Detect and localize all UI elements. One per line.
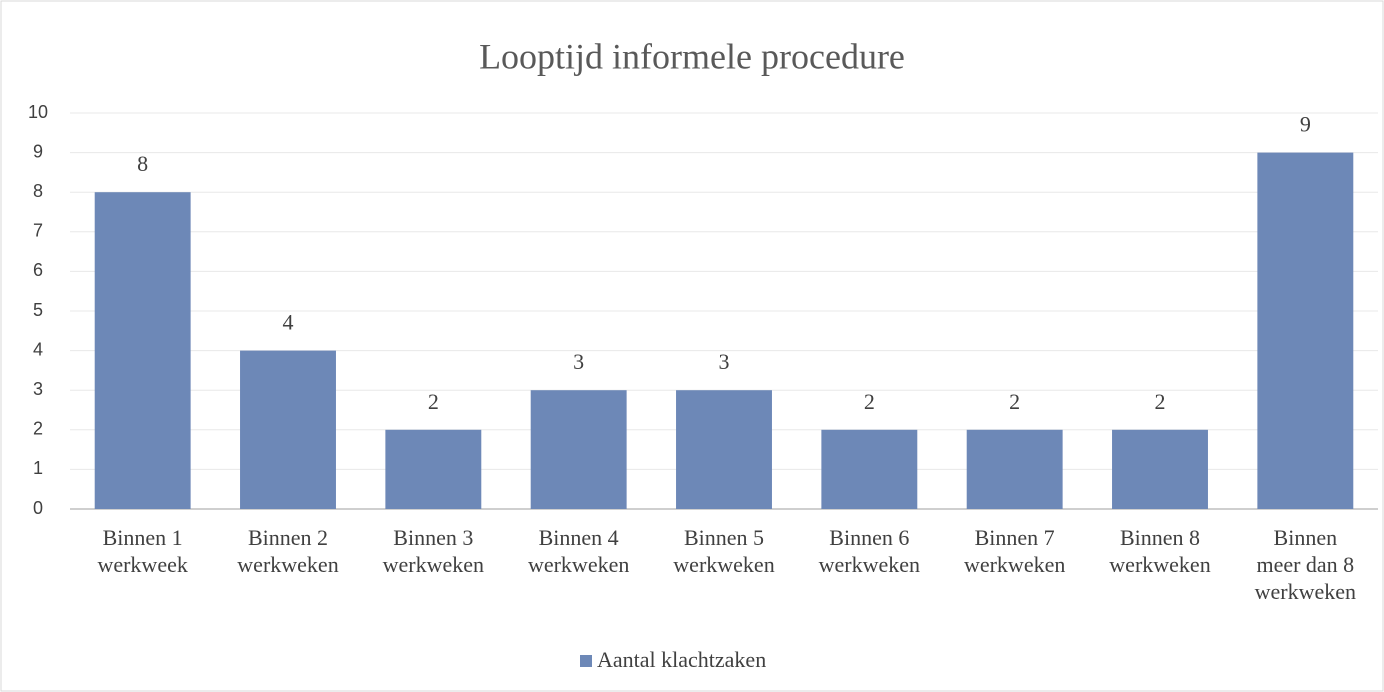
bar bbox=[1257, 152, 1354, 509]
y-tick-label: 0 bbox=[33, 498, 43, 518]
x-tick-line: werkweken bbox=[673, 552, 774, 577]
x-tick-line: werkweken bbox=[1255, 579, 1356, 604]
x-tick-label: Binnen 1 werkweek bbox=[97, 525, 187, 577]
x-tick-line: Binnen 3 bbox=[393, 525, 473, 550]
x-tick-line: Binnen 6 bbox=[829, 525, 909, 550]
y-tick-label: 1 bbox=[33, 458, 43, 478]
data-label: 9 bbox=[1300, 112, 1311, 137]
x-tick-line: Binnen 1 bbox=[103, 525, 183, 550]
bar bbox=[530, 390, 627, 509]
data-label: 4 bbox=[283, 310, 294, 335]
legend-label: Aantal klachtzaken bbox=[597, 647, 766, 672]
x-tick-line: Binnen bbox=[1274, 525, 1338, 550]
chart-title: Looptijd informele procedure bbox=[479, 36, 905, 76]
y-tick-label: 7 bbox=[33, 221, 43, 241]
y-tick-label: 2 bbox=[33, 419, 43, 439]
x-tick-label: Binnen 5 werkweken bbox=[673, 525, 774, 577]
x-tick-label: Binnen meer dan 8 werkweken bbox=[1255, 525, 1356, 604]
x-tick-line: Binnen 7 bbox=[975, 525, 1055, 550]
x-tick-line: meer dan 8 bbox=[1256, 552, 1354, 577]
bar bbox=[821, 429, 918, 509]
y-tick-label: 6 bbox=[33, 260, 43, 280]
y-tick-label: 5 bbox=[33, 300, 43, 320]
y-tick-label: 10 bbox=[28, 102, 48, 122]
bar bbox=[1112, 429, 1208, 509]
x-tick-line: Binnen 4 bbox=[539, 525, 619, 550]
x-tick-label: Binnen 8 werkweken bbox=[1109, 525, 1210, 577]
data-label: 3 bbox=[573, 349, 584, 374]
x-tick-line: Binnen 5 bbox=[684, 525, 764, 550]
y-tick-label: 9 bbox=[33, 141, 43, 161]
y-tick-label: 8 bbox=[33, 181, 43, 201]
data-label: 8 bbox=[137, 151, 148, 176]
data-label: 2 bbox=[1155, 389, 1166, 414]
x-tick-label: Binnen 2 werkweken bbox=[237, 525, 338, 577]
x-tick-line: werkweken bbox=[383, 552, 484, 577]
x-tick-line: Binnen 8 bbox=[1120, 525, 1200, 550]
bar bbox=[966, 429, 1063, 509]
y-tick-label: 3 bbox=[33, 379, 43, 399]
x-tick-line: werkweken bbox=[237, 552, 338, 577]
bar bbox=[385, 429, 482, 509]
x-tick-line: werkweken bbox=[819, 552, 920, 577]
bar bbox=[240, 350, 336, 509]
x-tick-label: Binnen 3 werkweken bbox=[383, 525, 484, 577]
legend-swatch bbox=[580, 655, 592, 667]
x-tick-label: Binnen 7 werkweken bbox=[964, 525, 1065, 577]
x-tick-line: werkweken bbox=[1109, 552, 1210, 577]
y-tick-label: 4 bbox=[33, 339, 43, 359]
x-tick-line: werkweken bbox=[964, 552, 1065, 577]
x-tick-label: Binnen 6 werkweken bbox=[819, 525, 920, 577]
bar bbox=[676, 390, 772, 509]
x-tick-line: werkweken bbox=[528, 552, 629, 577]
x-tick-line: Binnen 2 bbox=[248, 525, 328, 550]
data-label: 3 bbox=[719, 349, 730, 374]
data-label: 2 bbox=[1009, 389, 1020, 414]
bar bbox=[94, 192, 191, 509]
x-tick-line: werkweek bbox=[97, 552, 187, 577]
x-tick-label: Binnen 4 werkweken bbox=[528, 525, 629, 577]
data-label: 2 bbox=[428, 389, 439, 414]
data-label: 2 bbox=[864, 389, 875, 414]
